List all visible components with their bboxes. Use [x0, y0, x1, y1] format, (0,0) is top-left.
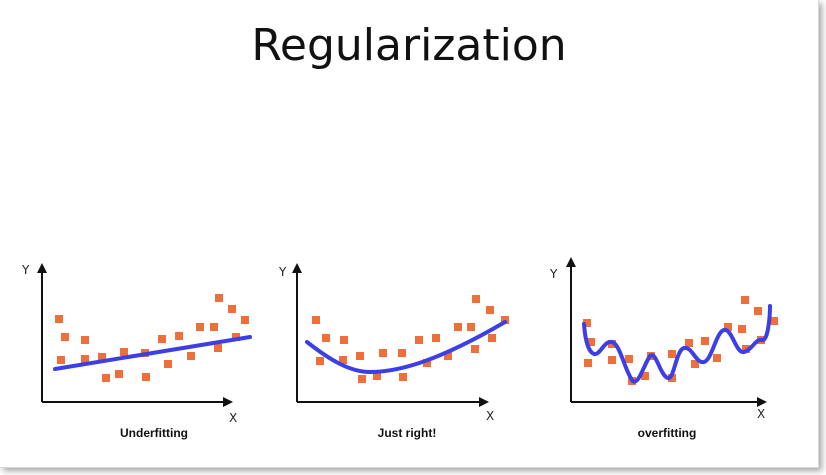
fit-line: [53, 335, 252, 371]
data-point: [164, 360, 172, 368]
data-point: [770, 317, 778, 325]
data-point: [471, 345, 479, 353]
data-point: [691, 360, 699, 368]
data-point: [210, 323, 218, 331]
data-point: [501, 316, 509, 324]
data-point: [432, 334, 440, 342]
data-point: [142, 373, 150, 381]
data-point: [81, 336, 89, 344]
data-point: [444, 352, 452, 360]
y-axis-label: Y: [278, 265, 287, 279]
data-points: [55, 294, 249, 382]
data-point: [356, 352, 364, 360]
data-point: [228, 305, 236, 313]
y-axis-label: Y: [549, 267, 558, 281]
data-point: [454, 323, 462, 331]
data-point: [379, 349, 387, 357]
data-point: [120, 348, 128, 356]
panel-caption: Underfitting: [120, 426, 188, 440]
data-point: [713, 354, 721, 362]
data-point: [102, 374, 110, 382]
data-point: [61, 333, 69, 341]
data-point: [322, 334, 330, 342]
data-point: [724, 323, 732, 331]
data-point: [196, 323, 204, 331]
data-point: [583, 319, 591, 327]
data-point: [467, 323, 475, 331]
slide: Regularization: [0, 0, 819, 468]
data-point: [358, 375, 366, 383]
data-point: [98, 353, 106, 361]
data-point: [215, 294, 223, 302]
data-point: [701, 337, 709, 345]
data-point: [187, 352, 195, 360]
x-axis-label: X: [229, 411, 237, 425]
data-point: [373, 372, 381, 380]
data-point: [399, 373, 407, 381]
data-point: [738, 325, 746, 333]
data-point: [584, 359, 592, 367]
x-axis-label: X: [757, 407, 765, 421]
data-point: [55, 315, 63, 323]
data-point: [214, 344, 222, 352]
data-point: [241, 316, 249, 324]
data-point: [312, 316, 320, 324]
data-point: [115, 370, 123, 378]
data-point: [339, 356, 347, 364]
panel-caption: Just right!: [378, 426, 437, 440]
data-point: [472, 295, 480, 303]
data-point: [668, 350, 676, 358]
data-point: [741, 296, 749, 304]
data-point: [57, 356, 65, 364]
data-point: [608, 356, 616, 364]
data-point: [81, 355, 89, 363]
y-axis-label: Y: [21, 263, 30, 277]
data-point: [158, 335, 166, 343]
data-point: [423, 359, 431, 367]
data-point: [486, 306, 494, 314]
fit-line: [305, 320, 507, 375]
slide-title: Regularization: [251, 20, 567, 71]
data-points: [312, 295, 509, 383]
x-axis-label: X: [486, 409, 494, 423]
panel-caption: overfitting: [638, 426, 697, 440]
data-point: [685, 339, 693, 347]
panel-underfitting: Y X Underfitting: [21, 263, 252, 440]
data-point: [398, 349, 406, 357]
data-point: [754, 307, 762, 315]
data-point: [175, 332, 183, 340]
data-point: [587, 338, 595, 346]
panel-just-right: Y X Just right!: [278, 263, 509, 440]
data-point: [641, 372, 649, 380]
data-point: [316, 357, 324, 365]
data-point: [488, 334, 496, 342]
data-point: [415, 336, 423, 344]
data-point: [232, 333, 240, 341]
panel-overfitting: Y X overfitting: [549, 257, 778, 440]
fit-line: [582, 304, 772, 384]
data-point: [340, 336, 348, 344]
data-point: [625, 355, 633, 363]
